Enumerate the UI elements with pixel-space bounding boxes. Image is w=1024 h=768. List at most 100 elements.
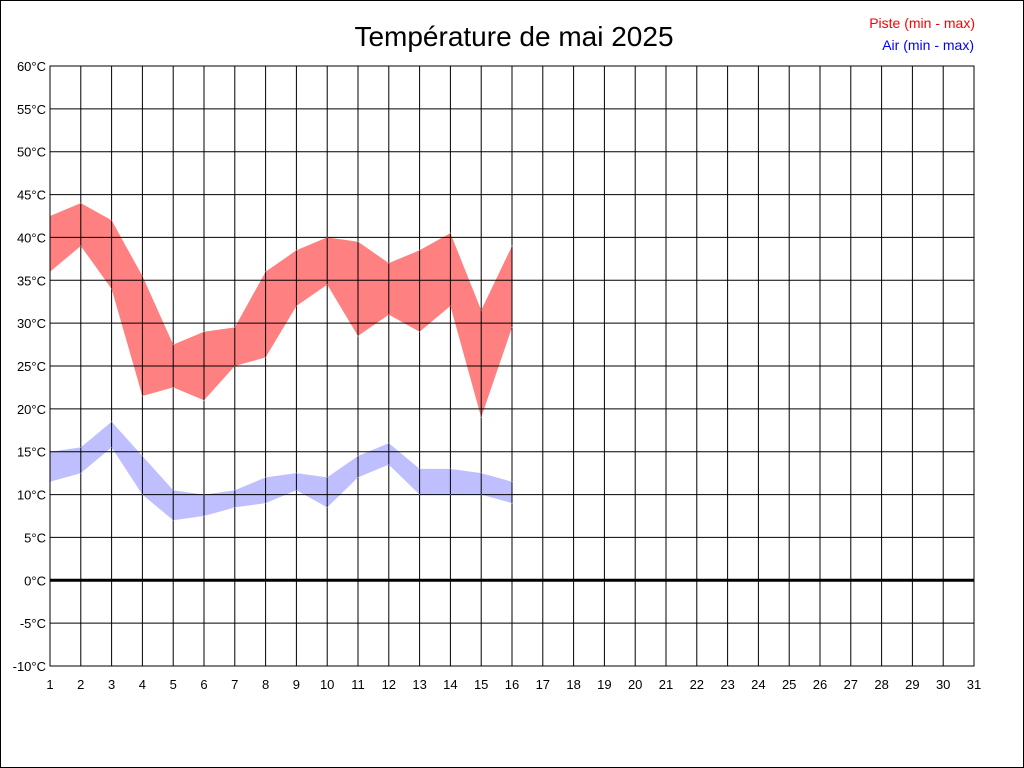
x-tick-label: 30 <box>936 677 950 692</box>
point-air-min <box>511 502 513 504</box>
point-air-max <box>511 481 513 483</box>
point-air-max <box>265 476 267 478</box>
x-tick-label: 16 <box>505 677 519 692</box>
point-air-min <box>80 472 82 474</box>
series-band-piste <box>50 203 512 418</box>
y-tick-label: 45°C <box>17 188 46 203</box>
point-piste-min <box>480 416 482 418</box>
point-piste-min <box>357 335 359 337</box>
point-air-min <box>172 519 174 521</box>
x-tick-label: 3 <box>108 677 115 692</box>
y-tick-label: 30°C <box>17 316 46 331</box>
legend-entry-piste: Piste (min - max) <box>869 15 975 31</box>
point-air-min <box>141 494 143 496</box>
chart-title: Température de mai 2025 <box>354 21 673 52</box>
point-air-max <box>388 442 390 444</box>
point-piste-min <box>172 386 174 388</box>
point-air-min <box>480 494 482 496</box>
point-air-max <box>295 472 297 474</box>
x-tick-label: 29 <box>905 677 919 692</box>
point-piste-max <box>480 309 482 311</box>
point-air-min <box>357 476 359 478</box>
y-tick-label: 50°C <box>17 145 46 160</box>
point-air-max <box>480 472 482 474</box>
x-tick-label: 24 <box>751 677 765 692</box>
point-air-min <box>449 494 451 496</box>
y-tick-label: 5°C <box>24 530 46 545</box>
point-piste-max <box>419 249 421 251</box>
x-tick-label: 17 <box>536 677 550 692</box>
y-tick-label: -10°C <box>13 659 46 674</box>
x-tick-label: 20 <box>628 677 642 692</box>
point-piste-max <box>80 202 82 204</box>
point-air-max <box>419 468 421 470</box>
point-air-max <box>111 421 113 423</box>
point-air-min <box>234 506 236 508</box>
point-piste-max <box>388 262 390 264</box>
point-air-min <box>111 446 113 448</box>
x-tick-label: 27 <box>844 677 858 692</box>
x-tick-label: 14 <box>443 677 457 692</box>
point-piste-max <box>295 249 297 251</box>
x-tick-label: 25 <box>782 677 796 692</box>
point-air-max <box>80 446 82 448</box>
point-air-max <box>141 455 143 457</box>
plot-area: 1 2 3 4 5 6 7 8 9 10 11 12 13 14 15 16 17 18 19 20 21 22 23 24 2… <box>13 59 982 692</box>
point-air-min <box>388 464 390 466</box>
y-tick-label: 20°C <box>17 402 46 417</box>
y-tick-label: 25°C <box>17 359 46 374</box>
point-air-max <box>449 468 451 470</box>
y-tick-label: 15°C <box>17 445 46 460</box>
x-tick-label: 22 <box>690 677 704 692</box>
x-tick-label: 10 <box>320 677 334 692</box>
point-piste-min <box>511 326 513 328</box>
x-tick-label: 11 <box>351 677 365 692</box>
plot-border <box>49 65 975 667</box>
x-tick-label: 5 <box>170 677 177 692</box>
point-air-max <box>203 494 205 496</box>
x-tick-label: 7 <box>231 677 238 692</box>
x-tick-label: 4 <box>139 677 146 692</box>
x-tick-label: 6 <box>200 677 207 692</box>
x-tick-label: 19 <box>597 677 611 692</box>
point-piste-min <box>111 288 113 290</box>
y-tick-label: 35°C <box>17 273 46 288</box>
point-air-min <box>295 489 297 491</box>
y-tick-label: 55°C <box>17 102 46 117</box>
y-tick-label: 0°C <box>24 573 46 588</box>
point-piste-max <box>265 271 267 273</box>
point-air-max <box>172 489 174 491</box>
point-piste-max <box>326 236 328 238</box>
point-air-max <box>357 455 359 457</box>
point-air-min <box>203 515 205 517</box>
point-air-max <box>326 476 328 478</box>
x-tick-label: 13 <box>412 677 426 692</box>
series-band-air <box>50 421 512 521</box>
y-tick-label: -5°C <box>20 616 46 631</box>
point-piste-min <box>419 331 421 333</box>
legend-entry-air: Air (min - max) <box>882 37 974 53</box>
x-tick-label: 26 <box>813 677 827 692</box>
point-piste-max <box>357 241 359 243</box>
point-piste-min <box>80 245 82 247</box>
x-tick-label: 1 <box>46 677 53 692</box>
point-piste-max <box>141 275 143 277</box>
point-piste-max <box>172 344 174 346</box>
x-tick-label: 8 <box>262 677 269 692</box>
point-piste-min <box>326 284 328 286</box>
y-tick-label: 40°C <box>17 230 46 245</box>
point-piste-max <box>449 232 451 234</box>
x-tick-label: 12 <box>382 677 396 692</box>
point-air-min <box>419 494 421 496</box>
point-piste-min <box>295 305 297 307</box>
point-air-max <box>234 489 236 491</box>
point-piste-min <box>234 365 236 367</box>
point-air-min <box>326 506 328 508</box>
x-tick-label: 21 <box>659 677 673 692</box>
y-tick-label: 10°C <box>17 488 46 503</box>
x-tick-label: 23 <box>720 677 734 692</box>
point-piste-min <box>265 356 267 358</box>
x-tick-label: 28 <box>874 677 888 692</box>
x-tick-label: 2 <box>77 677 84 692</box>
x-tick-label: 15 <box>474 677 488 692</box>
